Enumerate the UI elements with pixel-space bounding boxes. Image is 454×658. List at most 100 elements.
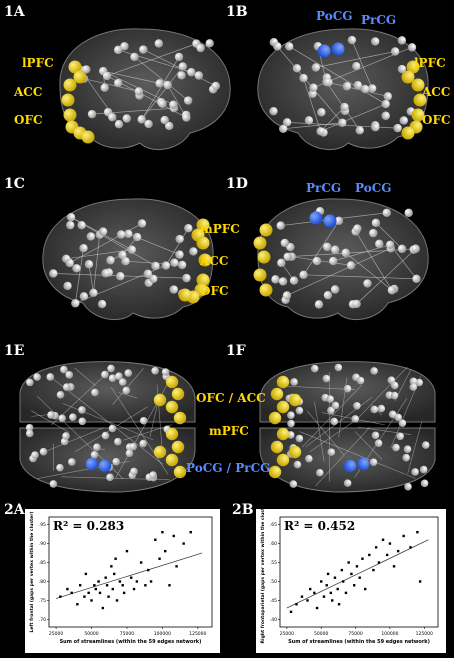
- yellow-node: [406, 60, 420, 74]
- data-point: [322, 595, 326, 598]
- data-point: [385, 553, 389, 557]
- r2-label-2a: R² = 0.283: [53, 519, 125, 533]
- brain-node: [312, 256, 322, 266]
- data-point: [154, 538, 157, 541]
- data-point: [355, 565, 359, 568]
- brain-node: [355, 126, 364, 135]
- brain-node: [69, 413, 77, 421]
- brain-node: [108, 424, 117, 433]
- brain-node: [343, 384, 352, 393]
- brain-node: [277, 258, 286, 268]
- data-point: [336, 587, 339, 591]
- y-axis-label: Right frontoparietal (gaps per vertex wi…: [260, 509, 266, 643]
- x-tick-label: 125000: [416, 631, 433, 637]
- brain-node: [25, 429, 34, 438]
- brain-node: [411, 244, 420, 253]
- brain-node: [151, 261, 160, 271]
- yellow-node: [153, 445, 167, 459]
- brain-node: [121, 256, 130, 266]
- brain-node: [194, 71, 204, 80]
- brain-node: [163, 80, 172, 90]
- yellow-node: [165, 453, 179, 467]
- data-point: [392, 565, 396, 568]
- label-acc-1b: ACC: [422, 85, 451, 99]
- brain-node: [295, 434, 304, 443]
- yellow-node: [413, 93, 427, 107]
- brain-node: [91, 388, 99, 397]
- data-point: [93, 584, 96, 587]
- brain-node: [370, 405, 379, 414]
- brain-node: [415, 378, 424, 387]
- brain-node: [77, 220, 86, 230]
- brain-node: [124, 369, 133, 377]
- brain-node: [58, 414, 67, 423]
- brain-node: [295, 406, 304, 415]
- brain-node: [151, 366, 159, 375]
- x-tick-label: 25000: [280, 631, 294, 637]
- brain-node: [183, 96, 193, 105]
- data-point: [147, 568, 150, 572]
- data-point: [139, 561, 143, 564]
- brain-node: [371, 431, 380, 440]
- data-point: [331, 599, 334, 602]
- brain-node: [409, 377, 418, 386]
- brain-node: [84, 260, 94, 269]
- label-mpfc-1c: mPFC: [200, 222, 240, 236]
- brain-node: [381, 99, 390, 109]
- brain-node: [385, 240, 395, 250]
- yellow-node: [288, 445, 302, 459]
- y-tick-label: .65: [270, 522, 277, 528]
- brain-node: [377, 404, 386, 413]
- brain-1b: [257, 28, 429, 151]
- data-point: [416, 530, 419, 534]
- panel-tag-1b: 1B: [226, 4, 248, 20]
- yellow-node: [401, 70, 415, 84]
- brain-node: [323, 290, 333, 300]
- blue-node: [317, 44, 331, 58]
- panel-tag-1e: 1E: [4, 343, 25, 359]
- brain-node: [403, 445, 412, 453]
- brain-node: [314, 300, 324, 309]
- r2-label-2b: R² = 0.452: [284, 519, 356, 533]
- yellow-node: [171, 440, 185, 454]
- x-tick-label: 50000: [314, 631, 328, 637]
- brain-node: [160, 115, 169, 125]
- brain-node: [211, 81, 221, 91]
- brain-node: [122, 114, 131, 123]
- brain-node: [187, 67, 196, 77]
- brain-node: [149, 274, 158, 284]
- data-point: [363, 587, 367, 591]
- brain-node: [404, 482, 412, 491]
- yellow-node: [153, 393, 167, 407]
- label-pocg-1b: PoCG: [316, 9, 353, 23]
- brain-node: [285, 42, 294, 51]
- label-prcg-1b: PrCG: [361, 13, 397, 27]
- data-point: [107, 595, 110, 598]
- brain-node: [46, 373, 55, 381]
- brain-node: [90, 450, 99, 459]
- brain-node: [330, 417, 338, 426]
- y-tick-label: .60: [270, 541, 277, 547]
- yellow-node: [253, 236, 267, 250]
- data-point: [320, 580, 323, 583]
- brain-node: [387, 286, 397, 295]
- brain-node: [101, 269, 110, 278]
- brain-node: [334, 363, 343, 372]
- brain-node: [398, 419, 407, 427]
- brain-node: [310, 364, 319, 373]
- brain-node: [161, 261, 171, 270]
- panel-tag-2b: 2B: [232, 502, 254, 518]
- brain-node: [346, 261, 356, 270]
- brain-node: [118, 378, 127, 386]
- brain-node: [412, 274, 421, 284]
- panel-tag-1d: 1D: [226, 176, 248, 192]
- brain-node: [293, 460, 302, 469]
- data-point: [78, 584, 82, 587]
- brain-node: [370, 367, 378, 375]
- brain-node: [347, 35, 357, 45]
- data-point: [344, 591, 348, 595]
- data-point: [87, 591, 90, 595]
- brain-node: [399, 116, 408, 125]
- brain-node: [79, 243, 88, 253]
- brain-node: [118, 250, 127, 260]
